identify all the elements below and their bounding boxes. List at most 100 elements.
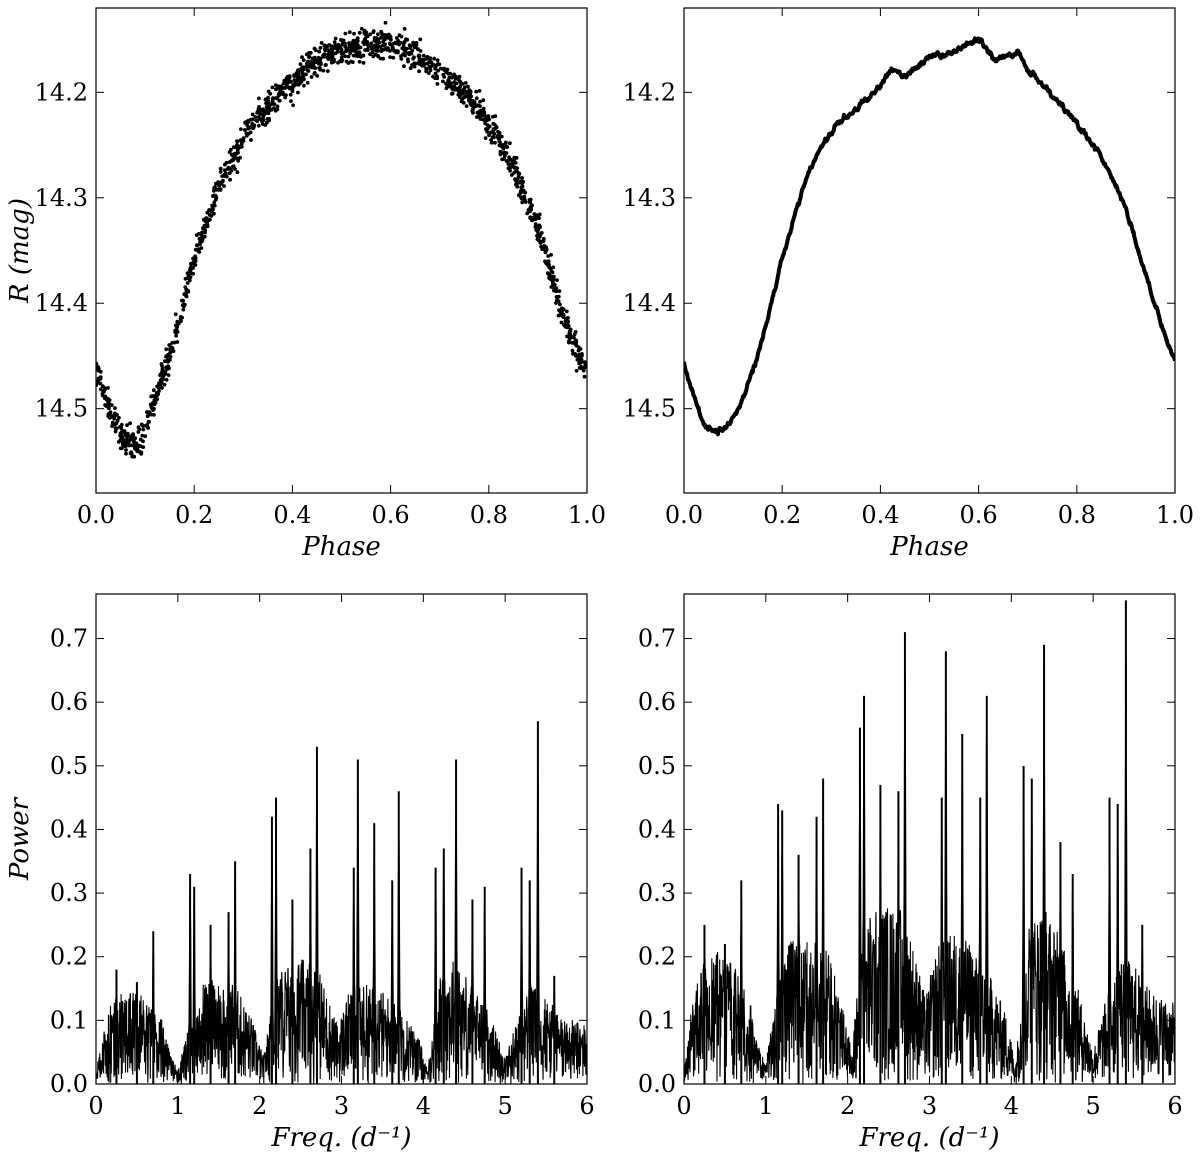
data-point: [544, 261, 548, 265]
data-point: [574, 368, 579, 373]
y-tick-label: 0.4: [638, 815, 676, 843]
data-point: [352, 31, 356, 36]
data-point: [307, 54, 312, 59]
data-point: [468, 93, 472, 98]
data-point: [287, 76, 291, 81]
plot-area: [96, 20, 587, 459]
data-point: [499, 134, 504, 139]
data-point: [519, 195, 523, 200]
data-point: [199, 246, 204, 251]
data-point: [389, 37, 393, 42]
data-point: [212, 185, 217, 190]
data-point: [444, 86, 449, 91]
data-point: [359, 26, 364, 31]
data-point: [315, 74, 320, 78]
data-point: [317, 49, 322, 54]
x-tick-label: 2: [840, 1092, 855, 1120]
data-point: [296, 83, 301, 87]
data-point: [256, 123, 261, 128]
y-tick-label: 0.1: [638, 1006, 676, 1034]
data-point: [173, 330, 178, 334]
x-tick-label: 3: [334, 1092, 349, 1120]
data-point: [141, 427, 146, 432]
data-point: [520, 189, 525, 194]
data-point: [391, 47, 395, 51]
data-point: [365, 48, 370, 52]
data-point: [343, 54, 347, 59]
data-point: [124, 451, 128, 456]
y-tick-label: 14.3: [623, 184, 676, 212]
data-point: [284, 81, 289, 86]
data-point: [538, 239, 542, 244]
data-point: [159, 373, 164, 378]
data-point: [496, 135, 500, 139]
data-point: [372, 38, 377, 43]
data-point: [464, 90, 469, 95]
data-point: [200, 230, 204, 235]
data-point: [354, 40, 359, 45]
data-point: [559, 320, 564, 325]
data-point: [504, 140, 508, 145]
data-point: [572, 335, 576, 340]
x-tick-label: 5: [1086, 1092, 1101, 1120]
data-point: [218, 166, 223, 171]
data-point: [487, 133, 491, 138]
data-point: [275, 86, 280, 91]
data-point: [189, 261, 193, 266]
data-point: [329, 48, 334, 53]
data-point: [554, 301, 558, 305]
data-point: [520, 200, 525, 205]
data-point: [318, 46, 323, 50]
data-point: [195, 243, 199, 248]
data-point: [231, 154, 236, 159]
data-point: [335, 47, 340, 51]
data-point: [478, 111, 483, 115]
data-point: [478, 115, 482, 120]
data-point: [541, 236, 546, 241]
data-point: [164, 354, 168, 359]
x-tick-label: 0.8: [1058, 501, 1096, 529]
data-point: [298, 62, 303, 66]
data-point: [483, 136, 488, 141]
data-point: [438, 66, 443, 71]
data-point: [558, 302, 562, 307]
data-point: [343, 41, 347, 46]
data-point: [535, 233, 539, 238]
plot-area: [96, 721, 587, 1084]
data-point: [219, 182, 224, 186]
data-point: [262, 110, 267, 115]
data-point: [421, 59, 425, 64]
data-point: [543, 250, 548, 255]
data-point: [549, 269, 554, 274]
data-point: [210, 206, 215, 211]
data-point: [192, 259, 197, 264]
data-point: [424, 66, 429, 71]
data-point: [322, 44, 327, 48]
data-point: [103, 394, 108, 399]
data-point: [343, 31, 348, 36]
data-point: [292, 74, 297, 78]
data-point: [100, 384, 105, 388]
data-point: [153, 400, 158, 405]
data-point: [459, 82, 463, 87]
data-point: [582, 366, 587, 370]
data-point: [145, 423, 150, 427]
data-point: [380, 48, 384, 53]
data-point: [433, 66, 438, 71]
data-point: [128, 421, 133, 426]
data-point: [160, 378, 164, 383]
data-point: [193, 263, 198, 267]
data-point: [410, 63, 414, 67]
data-point: [251, 125, 256, 129]
data-point: [391, 55, 396, 60]
data-point: [257, 96, 261, 101]
y-tick-label: 0.5: [50, 752, 88, 780]
data-point: [250, 112, 255, 117]
data-point: [312, 46, 317, 51]
data-point: [272, 106, 276, 110]
data-point: [116, 440, 121, 444]
data-point: [371, 30, 376, 35]
data-point: [188, 269, 193, 274]
data-point: [376, 54, 381, 59]
data-point: [329, 55, 334, 60]
